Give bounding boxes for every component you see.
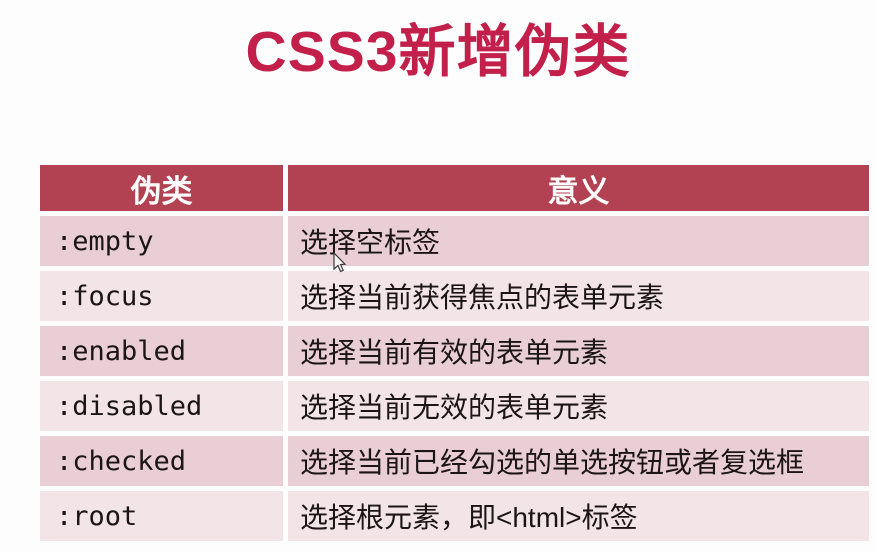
table-row: :checked 选择当前已经勾选的单选按钮或者复选框 — [40, 436, 869, 486]
meaning-cell: 选择当前有效的表单元素 — [288, 326, 869, 376]
table-row: :focus 选择当前获得焦点的表单元素 — [40, 271, 869, 321]
table-row: :empty 选择空标签 — [40, 216, 869, 266]
meaning-cell: 选择根元素，即<html>标签 — [288, 491, 869, 541]
pseudo-class-cell: :disabled — [40, 381, 283, 431]
pseudo-class-cell: :checked — [40, 436, 283, 486]
pseudo-class-cell: :empty — [40, 216, 283, 266]
meaning-cell: 选择当前获得焦点的表单元素 — [288, 271, 869, 321]
table-row: :disabled 选择当前无效的表单元素 — [40, 381, 869, 431]
pseudo-class-cell: :focus — [40, 271, 283, 321]
column-header-meaning: 意义 — [288, 165, 869, 211]
pseudo-class-cell: :enabled — [40, 326, 283, 376]
column-header-pseudo-class: 伪类 — [40, 165, 283, 211]
meaning-cell: 选择空标签 — [288, 216, 869, 266]
pseudo-class-cell: :root — [40, 491, 283, 541]
table-row: :root 选择根元素，即<html>标签 — [40, 491, 869, 541]
page-title: CSS3新增伪类 — [245, 20, 631, 84]
table-header-row: 伪类 意义 — [40, 165, 869, 211]
table-row: :enabled 选择当前有效的表单元素 — [40, 326, 869, 376]
meaning-cell: 选择当前已经勾选的单选按钮或者复选框 — [288, 436, 869, 486]
pseudo-class-table: 伪类 意义 :empty 选择空标签 :focus 选择当前获得焦点的表单元素 … — [40, 165, 869, 546]
meaning-cell: 选择当前无效的表单元素 — [288, 381, 869, 431]
table-body: :empty 选择空标签 :focus 选择当前获得焦点的表单元素 :enabl… — [40, 216, 869, 541]
